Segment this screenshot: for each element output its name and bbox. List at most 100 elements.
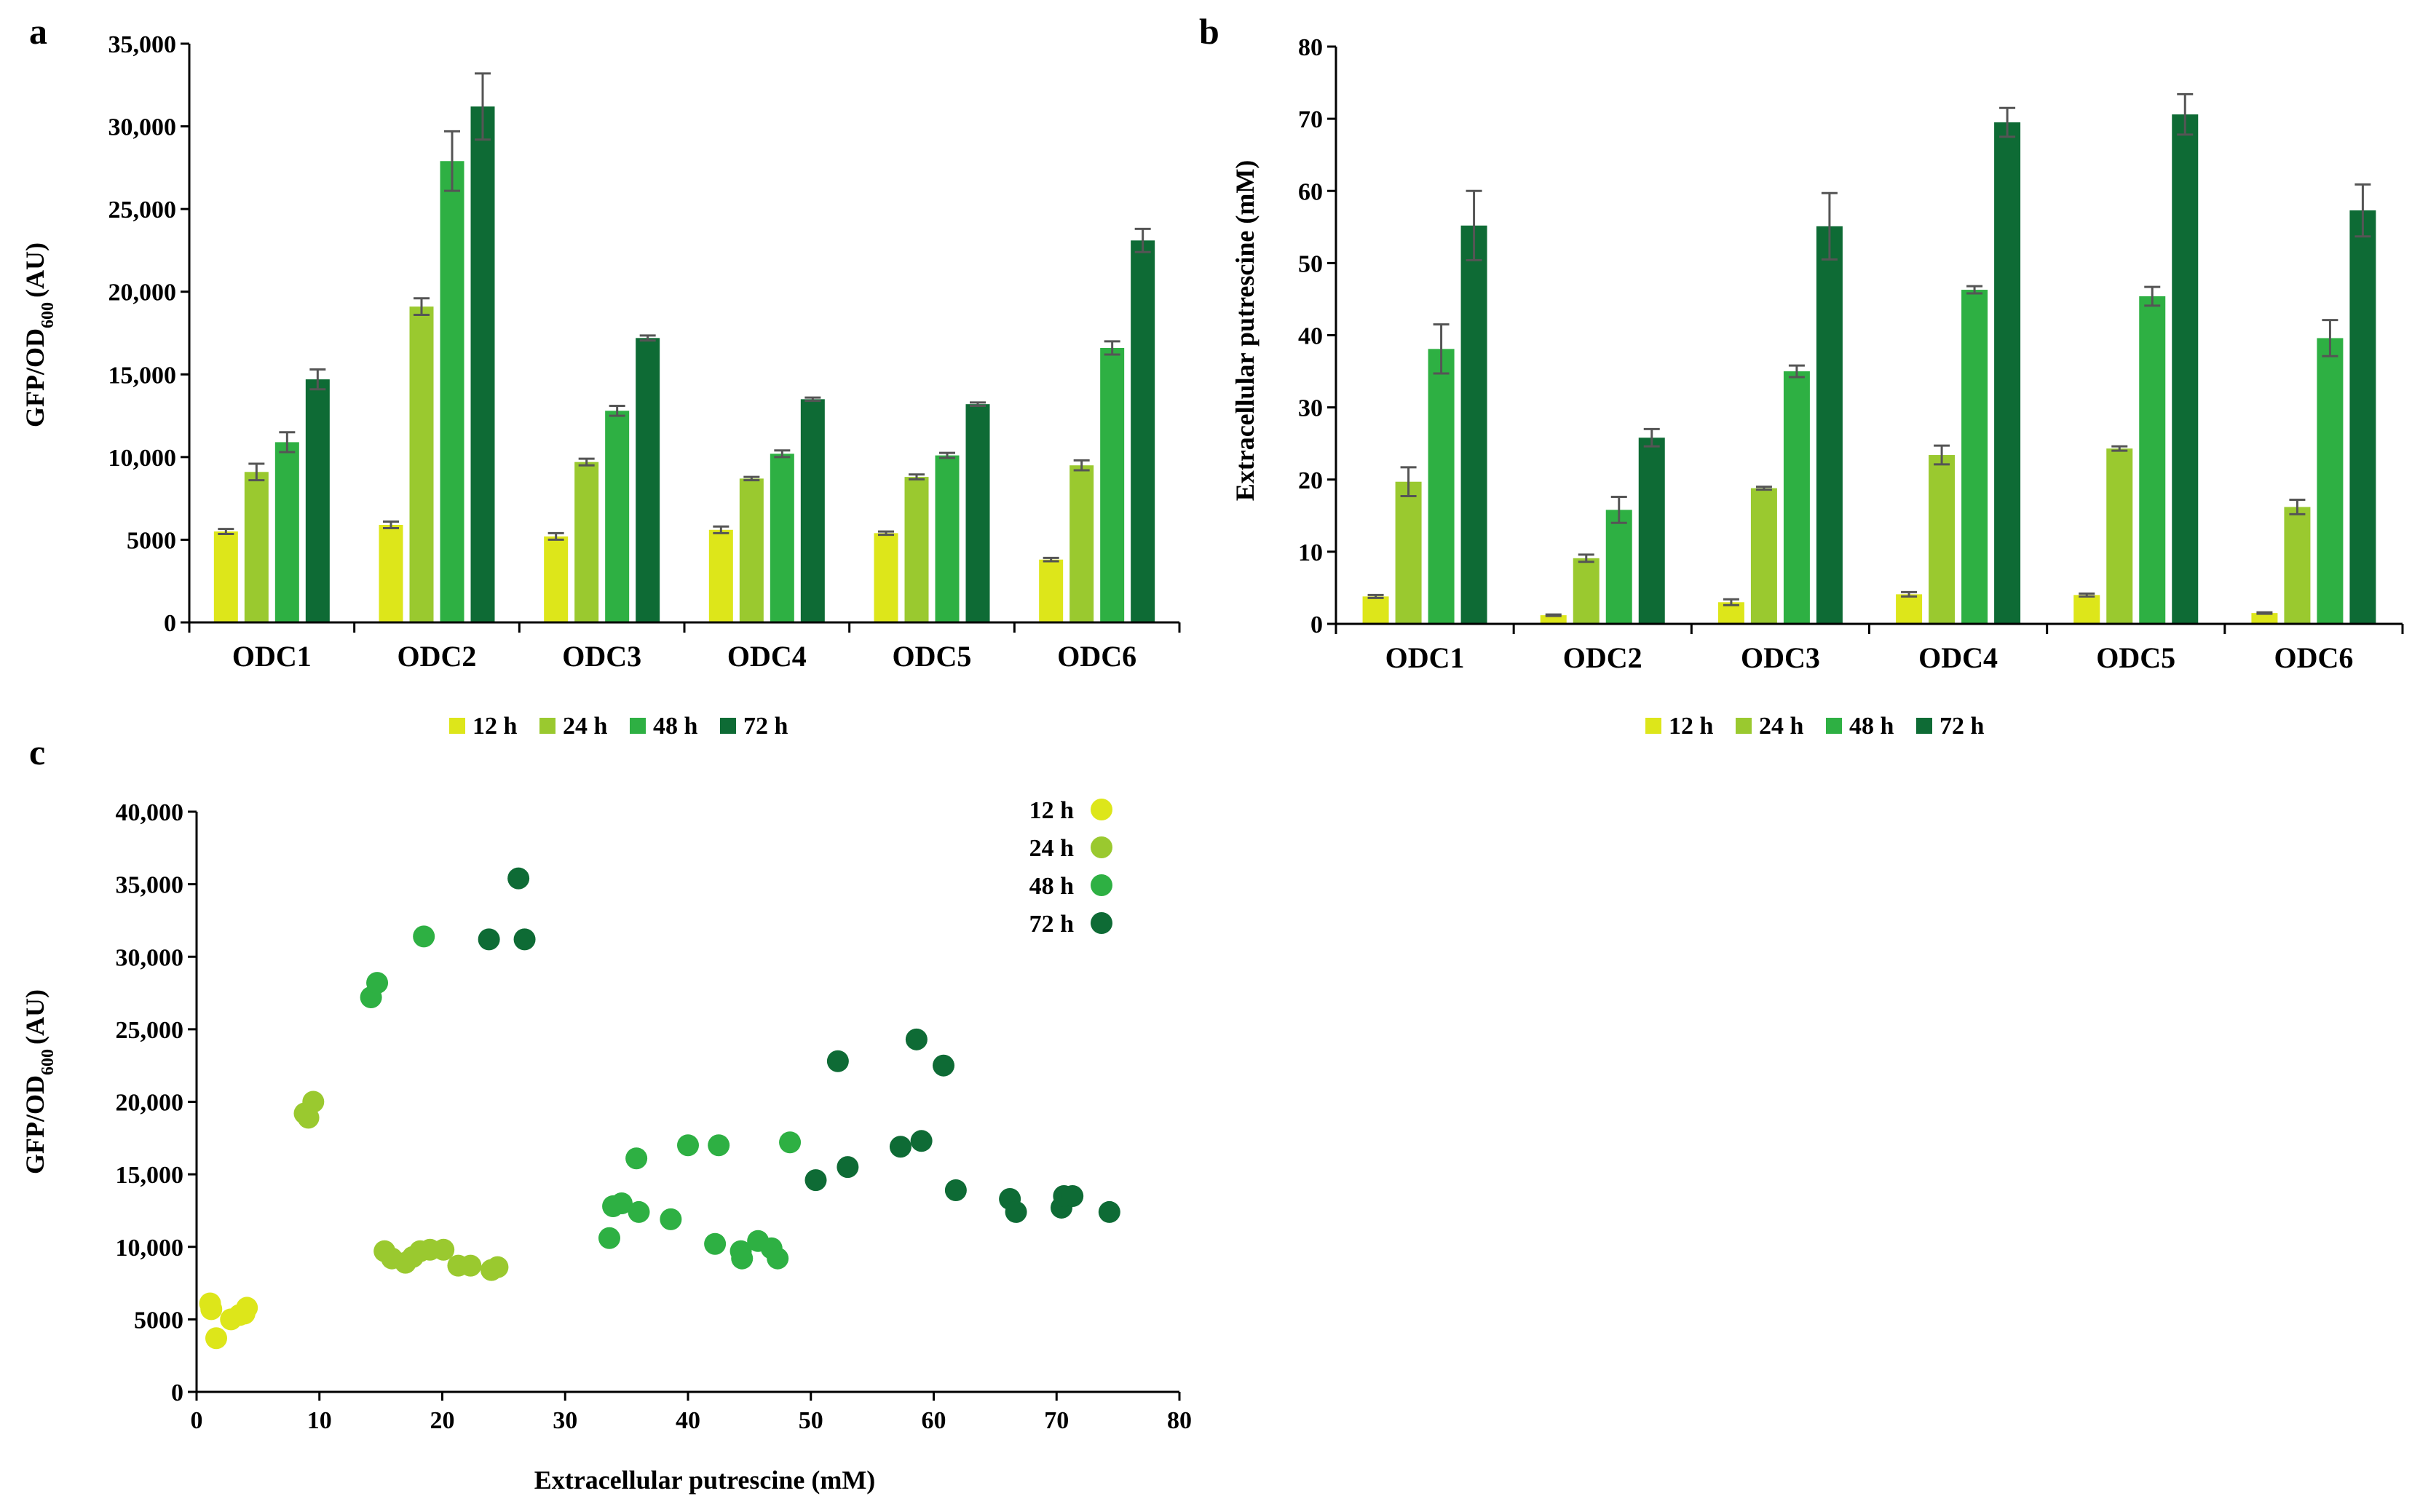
panel-b-y-tick-label: 80 — [1298, 34, 1323, 61]
panel-a-x-axis: ODC1 ODC2 ODC3 ODC4 ODC5 ODC6 — [188, 621, 1181, 673]
panel-a-bar — [1100, 347, 1125, 622]
panel-b-category-label: ODC4 — [1918, 641, 1998, 674]
panel-a-bar — [574, 462, 599, 622]
panel-c-point — [459, 1254, 482, 1277]
panel-b-bar — [1961, 290, 1988, 624]
panel-a-bar — [1131, 240, 1155, 622]
panel-a-y-tick-label: 5000 — [127, 527, 176, 554]
panel-a-y-axis: 0 5000 10,000 15,000 20,000 25,000 30,000 35,00… — [108, 31, 191, 637]
panel-a-category-label: ODC1 — [232, 640, 312, 673]
panel-c-point — [704, 1232, 727, 1255]
panel-a-bar — [708, 529, 733, 622]
panel-c-ylabel-main: GFP/OD — [20, 1075, 50, 1174]
panel-b-letter: b — [1199, 11, 1219, 52]
panel-b-bar — [1573, 558, 1600, 624]
panel-a-bars — [213, 72, 1155, 623]
panel-a: a GFP/OD600 (AU) 0 5000 10,000 15,000 20,000 2… — [20, 11, 1181, 740]
panel-c-y-tick-label: 30,000 — [116, 944, 184, 971]
panel-c-legend-marker — [1091, 799, 1112, 820]
panel-a-bar — [213, 531, 238, 622]
panel-c-y-tick-label: 35,000 — [116, 872, 184, 899]
panel-a-legend-label: 24 h — [563, 713, 608, 740]
panel-c-letter: c — [29, 732, 45, 772]
panel-a-bar — [800, 399, 825, 622]
panel-a-legend-swatch — [449, 718, 465, 734]
panel-a-bar — [244, 472, 269, 622]
panel-c-point — [478, 928, 500, 951]
panel-b-bar — [2172, 114, 2199, 625]
panel-a-y-tick-label: 20,000 — [108, 280, 177, 306]
panel-b-category-label: ODC2 — [1563, 641, 1642, 674]
panel-c-point — [933, 1054, 954, 1077]
panel-b-bar — [1783, 371, 1810, 624]
panel-b-bar — [2073, 595, 2100, 624]
panel-a-legend-swatch — [630, 718, 646, 734]
panel-b-bar — [2251, 613, 2278, 624]
panel-c-x-tick-label: 70 — [1044, 1407, 1069, 1434]
panel-c-point — [889, 1136, 912, 1158]
panel-b-bar — [2139, 296, 2166, 624]
panel-c-x-tick-label: 80 — [1167, 1407, 1192, 1434]
panel-b-category-label: ODC5 — [2096, 641, 2175, 674]
panel-a-bar — [470, 106, 495, 623]
panel-b-bar — [1428, 349, 1455, 624]
panel-a-y-tick-label: 15,000 — [108, 362, 177, 389]
panel-a-category-label: ODC6 — [1057, 640, 1136, 673]
panel-a-legend-label: 72 h — [743, 713, 788, 740]
panel-c-y-tick-label: 0 — [171, 1380, 183, 1406]
panel-b-y-tick-label: 40 — [1298, 323, 1323, 350]
panel-c-legend-label: 12 h — [1029, 797, 1075, 824]
panel-c-legend-marker — [1091, 912, 1112, 934]
panel-a-category-label: ODC5 — [893, 640, 972, 673]
panel-a-bar — [935, 455, 960, 622]
panel-c-point — [628, 1200, 650, 1223]
panel-b-y-tick-label: 50 — [1298, 250, 1323, 277]
panel-b-y-axis: 0 10 20 30 40 50 60 70 80 — [1298, 34, 1337, 638]
panel-c-point — [804, 1169, 827, 1192]
panel-a-category-label: ODC4 — [727, 640, 807, 673]
panel-c-point — [660, 1208, 682, 1230]
panel-c-legend-label: 72 h — [1029, 911, 1075, 938]
panel-c-point — [513, 928, 536, 951]
panel-b-category-label: ODC6 — [2274, 641, 2353, 674]
panel-c-point — [598, 1227, 620, 1249]
panel-c-point — [731, 1247, 754, 1270]
panel-b-bar — [1540, 615, 1567, 624]
panel-c-ylabel-tail: (AU) — [20, 989, 50, 1045]
panel-c-point — [1061, 1185, 1084, 1208]
panel-a-ylabel: GFP/OD600 (AU) — [20, 242, 58, 427]
panel-c-points — [199, 867, 1120, 1350]
panel-a-bar — [1039, 559, 1064, 622]
panel-a-bar — [1069, 465, 1094, 622]
panel-b-legend-label: 48 h — [1849, 713, 1894, 740]
panel-c-point — [767, 1247, 789, 1270]
panel-b-y-tick-label: 10 — [1298, 539, 1323, 566]
panel-a-ylabel-main: GFP/OD — [20, 328, 50, 427]
panel-a-category-label: ODC2 — [398, 640, 477, 673]
panel-a-bar — [544, 536, 569, 622]
panel-c-point — [432, 1238, 455, 1261]
panel-a-category-label: ODC3 — [562, 640, 641, 673]
panel-b-legend-label: 72 h — [1940, 713, 1985, 740]
panel-a-bar — [605, 411, 630, 622]
panel-c-x-axis: 0 10 20 30 40 50 60 70 80 — [191, 1390, 1192, 1434]
panel-b-y-tick-label: 0 — [1310, 611, 1323, 638]
panel-b-bar — [2317, 338, 2344, 624]
panel-c-point — [200, 1298, 223, 1321]
panel-c-ylabel-sub: 600 — [39, 1049, 58, 1075]
panel-b-y-tick-label: 60 — [1298, 178, 1323, 205]
panel-b: b Extracellular putrescine (mM) 0 10 20 30 4… — [1199, 11, 2404, 740]
panel-b-bar — [1362, 596, 1389, 624]
panel-a-bar — [739, 478, 764, 622]
panel-a-legend-label: 12 h — [472, 713, 518, 740]
panel-c-x-tick-label: 60 — [922, 1407, 946, 1434]
panel-c-point — [233, 1302, 256, 1325]
panel-a-y-tick-label: 10,000 — [108, 445, 177, 472]
panel-c-point — [1005, 1200, 1027, 1223]
panel-b-legend-swatch — [1736, 718, 1752, 734]
panel-c-point — [677, 1134, 699, 1157]
panel-c-point — [610, 1192, 633, 1214]
panel-c-ylabel: GFP/OD600 (AU) — [20, 989, 58, 1174]
panel-c-x-tick-label: 20 — [430, 1407, 455, 1434]
